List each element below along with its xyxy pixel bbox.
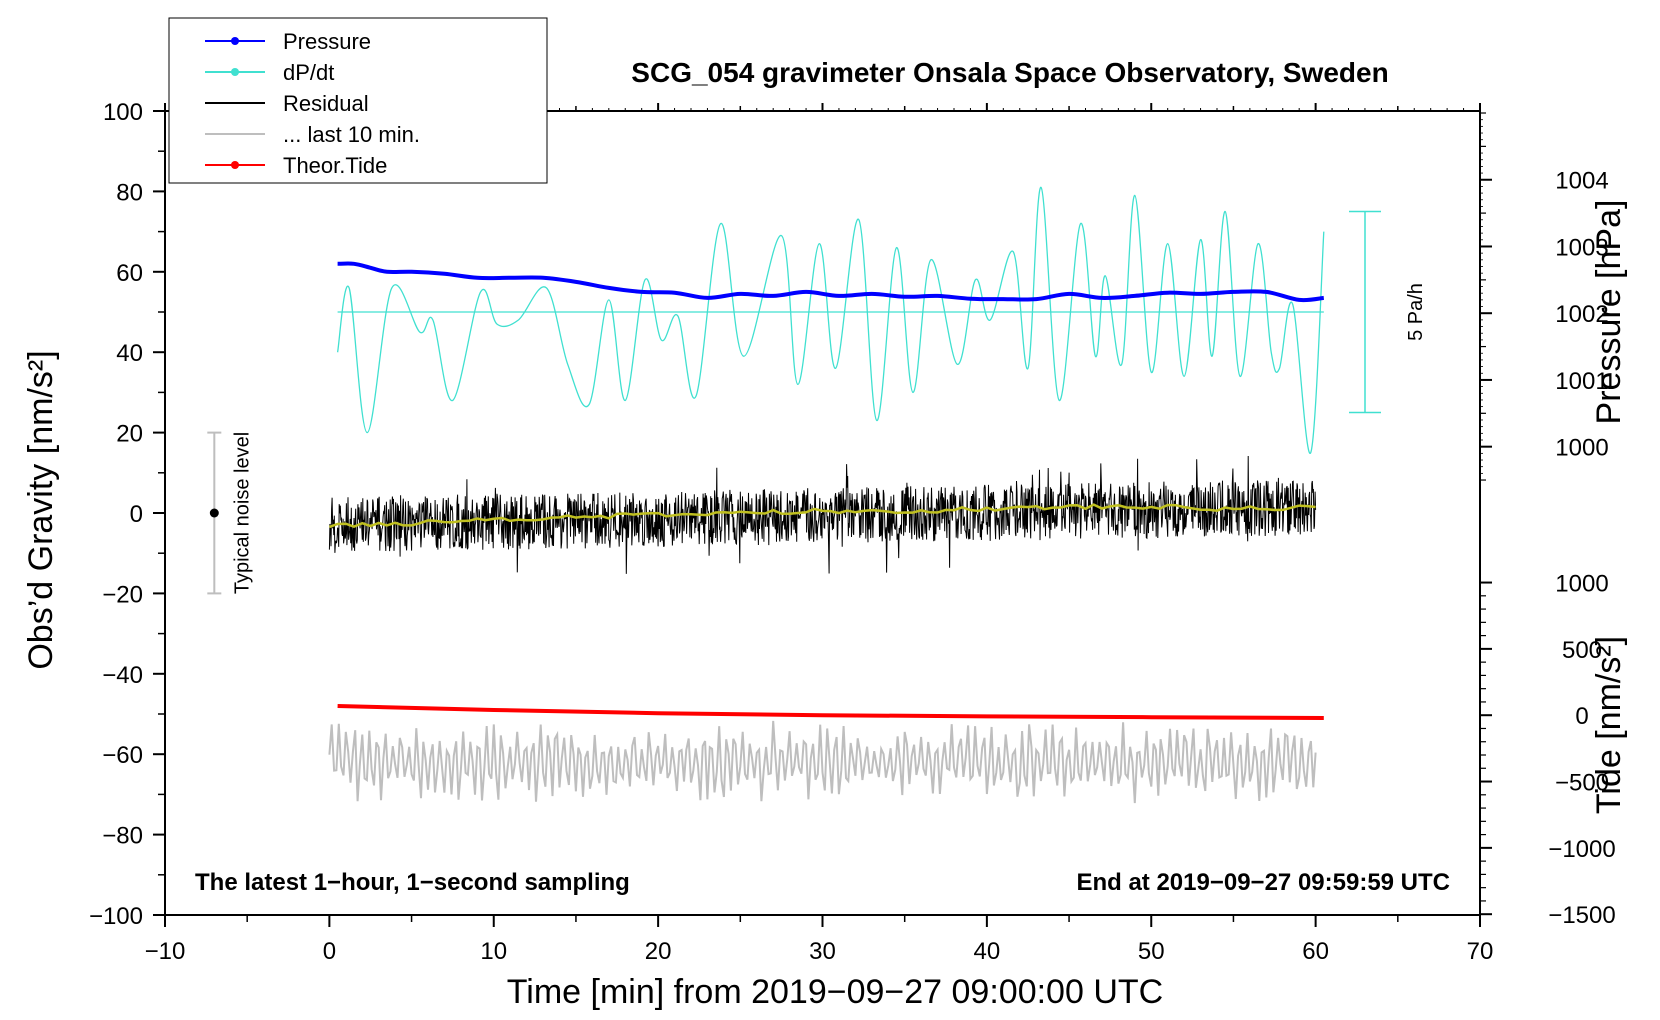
chart-title: SCG_054 gravimeter Onsala Space Observat…	[631, 57, 1388, 88]
legend-marker	[231, 37, 239, 45]
tide-tick-label: 0	[1575, 703, 1588, 730]
y-tick-label: 20	[116, 421, 143, 448]
y-tick-label: 100	[103, 99, 143, 126]
series-residual-mean	[328, 503, 1316, 529]
pressure-tick-label: 1000	[1555, 435, 1608, 462]
series-last-10-min	[328, 720, 1317, 804]
x-tick-label: 50	[1138, 938, 1165, 965]
legend-label: dP/dt	[283, 60, 334, 85]
x-tick-label: 70	[1467, 938, 1494, 965]
legend-label: ... last 10 min.	[283, 122, 420, 147]
annotation-layer: Typical noise level 5 Pa/h	[207, 210, 1427, 595]
legend-marker	[231, 68, 239, 76]
noise-label: Typical noise level	[231, 432, 253, 594]
x-tick-label: 60	[1302, 938, 1329, 965]
y-tick-label: −100	[89, 903, 143, 930]
legend-marker	[231, 161, 239, 169]
dpdt-scale-label: 5 Pa/h	[1405, 283, 1427, 341]
y-axis-title-tide: Tide [nm/s²]	[1590, 636, 1628, 814]
tide-tick-label: −500	[1555, 770, 1609, 797]
note-end-time: End at 2019−09−27 09:59:59 UTC	[1076, 869, 1450, 896]
x-tick-label: −10	[145, 938, 186, 965]
y-tick-label: 40	[116, 340, 143, 367]
y-axis-title-pressure: Pressure [hPa]	[1590, 200, 1628, 425]
pressure-tick-label: 1001	[1555, 368, 1608, 395]
x-tick-label: 20	[645, 938, 672, 965]
y-tick-label: −20	[102, 581, 143, 608]
series-residual	[328, 455, 1317, 574]
tide-tick-label: −1000	[1548, 836, 1615, 863]
legend-label: Residual	[283, 91, 369, 116]
series-dpdt	[336, 186, 1325, 454]
tide-tick-label: 1000	[1555, 571, 1608, 598]
pressure-tick-label: 1002	[1555, 301, 1608, 328]
ticks-layer: −10 0 10 20 30 40 50 60 70−100−80−60−40−20020406…	[89, 99, 1616, 965]
legend-label: Pressure	[283, 29, 371, 54]
series-pressure	[337, 261, 1325, 303]
legend: Pressure dP/dt Residual ... last 10 min. The…	[168, 17, 548, 184]
legend-box	[168, 17, 548, 184]
x-tick-label: 40	[974, 938, 1001, 965]
y-tick-label: 60	[116, 260, 143, 287]
legend-label: Theor.Tide	[283, 153, 387, 178]
y-tick-label: 80	[116, 179, 143, 206]
x-tick-label: 0	[323, 938, 336, 965]
tide-tick-label: −1500	[1548, 902, 1615, 929]
pressure-tick-label: 1003	[1555, 234, 1608, 261]
x-tick-label: 30	[809, 938, 836, 965]
note-sampling: The latest 1−hour, 1−second sampling	[195, 869, 630, 896]
y-tick-label: −60	[102, 742, 143, 769]
x-axis-title: Time [min] from 2019−09−27 09:00:00 UTC	[507, 973, 1163, 1011]
y-tick-label: −40	[102, 662, 143, 689]
noise-center-dot	[209, 508, 219, 518]
series-layer	[328, 186, 1325, 804]
y-axis-title-left: Obs’d Gravity [nm/s²]	[22, 350, 60, 669]
y-tick-label: 0	[130, 501, 143, 528]
tide-tick-label: 500	[1562, 637, 1602, 664]
series-theor-tide	[337, 704, 1324, 720]
x-tick-label: 10	[480, 938, 507, 965]
pressure-tick-label: 1004	[1555, 168, 1608, 195]
y-tick-label: −80	[102, 823, 143, 850]
